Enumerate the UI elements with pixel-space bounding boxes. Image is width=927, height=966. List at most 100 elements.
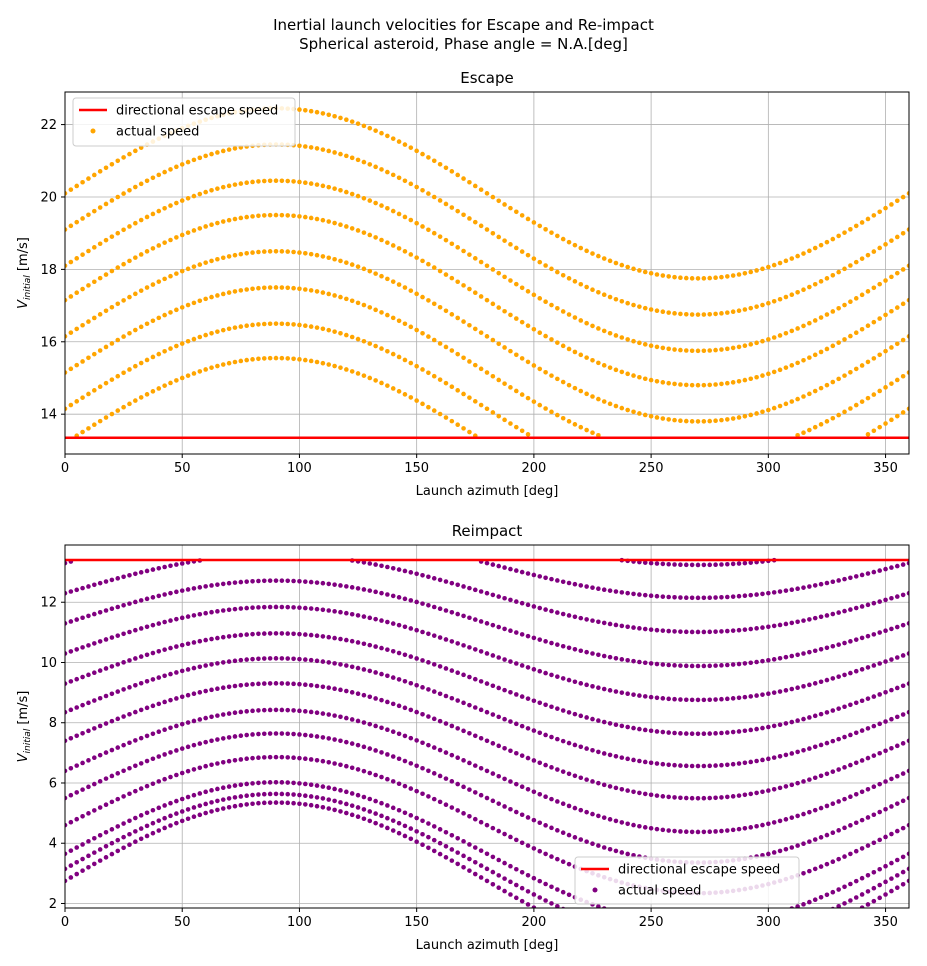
point (191, 640, 197, 645)
point (502, 831, 507, 837)
point (789, 363, 795, 368)
point (519, 249, 525, 254)
point (795, 936, 800, 941)
point (560, 801, 566, 807)
point (215, 761, 220, 766)
point (472, 183, 478, 189)
point (338, 115, 343, 121)
point (889, 417, 894, 423)
point (361, 230, 367, 235)
point (326, 148, 332, 154)
point (349, 298, 355, 304)
point (725, 628, 730, 634)
point (490, 194, 496, 200)
point (760, 373, 765, 378)
point (138, 360, 144, 366)
point (127, 258, 132, 264)
point (162, 592, 167, 597)
point (156, 386, 162, 391)
point (431, 633, 437, 638)
point (332, 635, 337, 641)
point (138, 395, 144, 400)
point (625, 946, 630, 951)
point (203, 610, 208, 616)
point (502, 202, 507, 207)
point (332, 661, 337, 666)
point (115, 745, 121, 750)
point (414, 829, 419, 834)
point (115, 265, 121, 270)
point (314, 633, 320, 638)
point (508, 879, 513, 885)
point (355, 300, 361, 306)
point (185, 720, 191, 725)
point (725, 380, 730, 386)
point (484, 651, 490, 656)
point (748, 885, 754, 891)
point (92, 670, 97, 676)
point (625, 371, 630, 377)
point (367, 162, 373, 167)
point (643, 918, 648, 923)
point (836, 340, 841, 345)
point (332, 113, 337, 119)
point (80, 179, 85, 185)
point (191, 371, 197, 376)
point (414, 656, 419, 661)
point (203, 637, 208, 643)
point (109, 377, 115, 382)
point (683, 663, 689, 669)
point (215, 807, 220, 813)
point (68, 294, 74, 299)
point (80, 731, 85, 736)
point (514, 630, 519, 635)
point (414, 763, 419, 769)
point (789, 751, 795, 756)
point (308, 657, 314, 663)
point (648, 856, 654, 862)
point (566, 312, 572, 317)
point (771, 850, 777, 855)
point (174, 811, 179, 816)
point (203, 810, 208, 816)
point (566, 771, 572, 777)
point (273, 656, 279, 661)
point (819, 912, 824, 917)
point (537, 296, 543, 301)
point (168, 590, 173, 596)
point (819, 926, 824, 931)
point (232, 182, 238, 187)
point (789, 782, 795, 788)
point (889, 308, 894, 314)
point (508, 278, 513, 283)
point (203, 763, 208, 769)
point (859, 846, 865, 851)
x-tick-label: 0 (61, 915, 69, 930)
point (250, 322, 255, 328)
point (648, 728, 654, 734)
point (156, 805, 162, 811)
point (894, 743, 900, 749)
point (719, 940, 724, 945)
point (279, 656, 285, 661)
point (883, 278, 888, 283)
point (408, 626, 414, 631)
point (689, 860, 695, 865)
point (168, 813, 173, 819)
point (414, 815, 419, 821)
point (754, 916, 759, 921)
point (179, 809, 185, 814)
point (320, 326, 326, 332)
point (244, 180, 249, 186)
point (531, 789, 537, 795)
point (842, 409, 847, 415)
point (209, 365, 214, 370)
point (156, 208, 162, 214)
point (74, 763, 80, 768)
point (449, 805, 455, 810)
point (156, 818, 162, 823)
point (431, 265, 437, 270)
point (326, 362, 332, 367)
point (818, 805, 824, 811)
point (349, 812, 355, 818)
